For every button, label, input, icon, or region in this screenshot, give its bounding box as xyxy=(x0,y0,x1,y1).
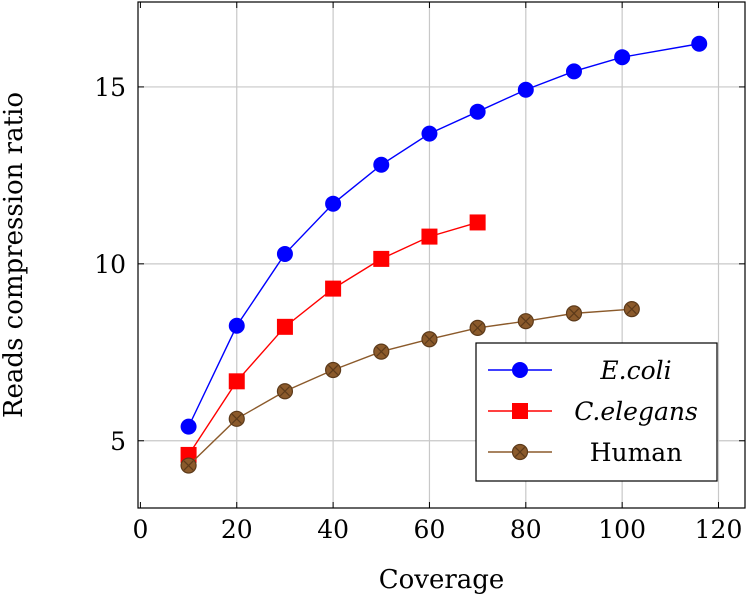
data-point xyxy=(228,317,245,334)
data-point xyxy=(421,331,438,348)
x-tick-label: 100 xyxy=(598,515,646,544)
legend-label: Human xyxy=(590,438,683,467)
y-tick-label: 5 xyxy=(110,427,126,456)
plot-frame xyxy=(137,1,746,509)
data-point xyxy=(276,383,294,400)
data-point xyxy=(691,35,708,52)
legend-entry: C.elegans xyxy=(488,397,698,426)
data-point xyxy=(325,361,342,379)
data-point xyxy=(276,318,293,335)
data-point xyxy=(565,63,582,80)
plot-area xyxy=(180,35,708,474)
legend-entry: E.coli xyxy=(488,356,672,385)
data-point xyxy=(614,49,631,66)
x-tick-label: 80 xyxy=(510,515,542,544)
data-point xyxy=(517,81,534,98)
series-e-coli xyxy=(180,35,708,435)
data-point xyxy=(517,313,534,330)
data-point xyxy=(180,418,197,435)
data-point xyxy=(373,250,390,267)
data-point xyxy=(469,214,486,231)
legend-label: E.coli xyxy=(599,356,671,385)
x-tick-label: 40 xyxy=(317,515,349,544)
data-point xyxy=(276,245,293,262)
y-axis-title: Reads compression ratio xyxy=(0,92,29,418)
axis-ticks: 0 20 40 60 80 100 120 5 10 15 xyxy=(94,2,745,544)
legend-entry: Human xyxy=(488,438,682,467)
data-point xyxy=(325,280,342,297)
data-point xyxy=(421,228,438,245)
legend-marker xyxy=(511,443,529,461)
data-point xyxy=(180,457,197,474)
series-human xyxy=(180,301,640,474)
y-tick-label: 10 xyxy=(94,250,126,279)
y-tick-label: 15 xyxy=(94,73,126,102)
legend-label: C.elegans xyxy=(574,397,698,426)
data-point xyxy=(469,103,486,120)
data-point xyxy=(623,301,640,318)
data-point xyxy=(373,343,390,360)
x-axis-title: Coverage xyxy=(379,565,505,595)
series-line xyxy=(188,308,632,467)
data-point xyxy=(325,195,342,212)
x-tick-label: 0 xyxy=(132,515,148,544)
data-point xyxy=(373,156,390,173)
legend-marker xyxy=(512,403,528,419)
data-point xyxy=(228,410,245,427)
x-tick-label: 20 xyxy=(221,515,253,544)
data-point xyxy=(421,125,438,142)
x-tick-label: 120 xyxy=(695,515,743,544)
data-point xyxy=(228,373,245,390)
legend: E.coli C.elegans Human xyxy=(475,342,718,482)
x-tick-label: 60 xyxy=(414,515,446,544)
data-point xyxy=(565,305,583,322)
legend-marker xyxy=(512,362,528,378)
data-point xyxy=(469,319,486,336)
